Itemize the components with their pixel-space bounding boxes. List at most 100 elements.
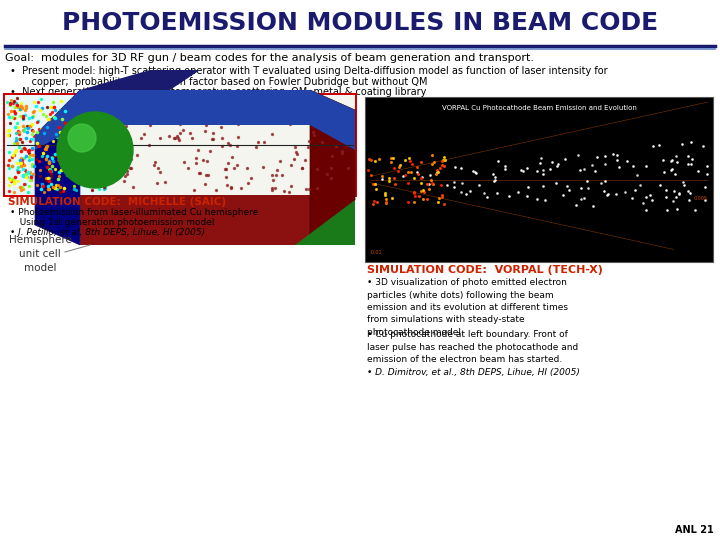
Point <box>537 170 549 179</box>
Point <box>84 111 96 120</box>
Bar <box>5 95 355 270</box>
Point <box>233 133 244 141</box>
Point <box>225 184 237 193</box>
Point <box>55 151 67 160</box>
Point <box>499 165 510 173</box>
Point <box>64 139 76 148</box>
Point <box>19 123 30 132</box>
Point <box>86 107 97 116</box>
Point <box>12 123 23 132</box>
Point <box>291 150 302 158</box>
Point <box>406 160 418 168</box>
Circle shape <box>68 124 96 152</box>
Point <box>62 128 73 137</box>
Point <box>231 141 243 150</box>
Point <box>45 173 57 181</box>
Point <box>6 152 18 161</box>
Point <box>13 127 24 136</box>
Point <box>325 121 337 130</box>
Point <box>61 120 73 129</box>
Point <box>602 190 613 199</box>
Point <box>390 179 401 188</box>
Point <box>78 130 89 139</box>
Point <box>300 185 312 193</box>
Point <box>413 170 424 178</box>
Point <box>118 176 130 185</box>
Point <box>151 179 163 187</box>
Point <box>424 171 436 179</box>
Point <box>109 112 121 120</box>
Point <box>208 104 220 113</box>
Point <box>82 141 94 150</box>
Point <box>403 153 415 162</box>
Point <box>600 177 611 185</box>
Point <box>42 141 53 150</box>
Point <box>372 198 383 206</box>
Point <box>415 187 427 195</box>
Point <box>578 193 590 202</box>
Point <box>572 151 584 159</box>
Point <box>269 184 281 192</box>
Point <box>74 125 86 134</box>
Point <box>97 125 109 133</box>
Point <box>626 193 638 202</box>
Point <box>266 108 277 117</box>
Point <box>672 205 683 214</box>
Point <box>149 157 161 166</box>
Point <box>42 114 53 123</box>
Point <box>423 184 435 193</box>
Point <box>207 135 219 144</box>
Point <box>449 163 460 172</box>
Point <box>45 170 57 179</box>
Point <box>392 166 403 175</box>
Point <box>94 165 106 173</box>
Point <box>96 133 108 141</box>
Point <box>55 188 66 197</box>
Point <box>17 145 28 154</box>
Point <box>44 167 55 176</box>
Point <box>432 168 444 177</box>
Point <box>96 145 108 154</box>
Point <box>402 198 414 206</box>
Point <box>160 178 171 187</box>
Point <box>43 165 55 173</box>
Point <box>19 105 31 114</box>
Point <box>92 138 104 146</box>
Point <box>109 167 121 176</box>
Point <box>189 186 200 194</box>
Point <box>37 110 49 119</box>
Point <box>76 173 87 182</box>
Point <box>53 156 64 164</box>
Point <box>80 171 91 180</box>
Point <box>222 159 234 167</box>
Point <box>50 151 62 159</box>
Point <box>402 179 414 187</box>
Point <box>537 166 549 174</box>
Point <box>279 187 290 195</box>
Point <box>685 138 697 146</box>
Point <box>35 125 47 133</box>
Point <box>21 122 32 131</box>
Point <box>2 161 14 170</box>
Point <box>235 183 247 192</box>
Point <box>220 101 232 110</box>
Point <box>366 171 377 179</box>
Point <box>27 160 38 168</box>
Point <box>654 180 666 189</box>
Point <box>233 119 244 128</box>
Point <box>321 170 333 178</box>
Point <box>33 135 45 144</box>
Point <box>135 134 147 143</box>
Point <box>296 164 307 172</box>
Point <box>595 179 607 187</box>
Point <box>154 134 166 143</box>
Point <box>219 165 230 173</box>
Point <box>7 175 19 184</box>
Point <box>76 129 87 137</box>
Point <box>19 111 30 119</box>
Point <box>50 130 61 138</box>
Point <box>24 156 35 165</box>
Point <box>470 169 482 178</box>
Point <box>83 124 94 133</box>
Point <box>99 183 110 192</box>
